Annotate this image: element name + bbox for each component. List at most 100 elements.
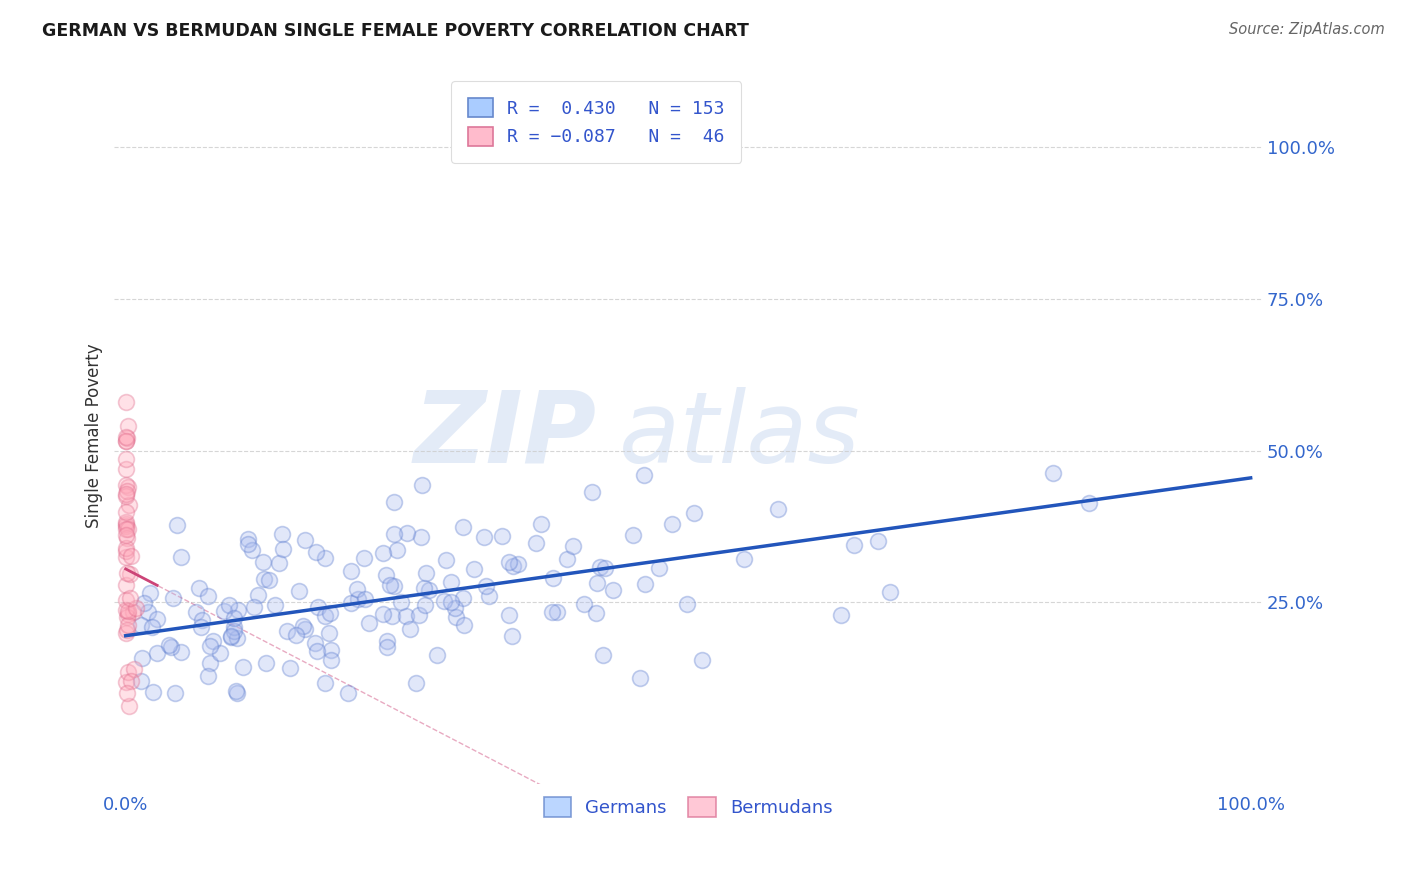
Point [115,505,138,519]
Point [267,556,290,570]
Point [418,583,440,598]
Point [114,675,136,690]
Point [114,544,136,558]
Point [222,620,245,634]
Point [304,636,326,650]
Point [115,593,138,607]
Point [120,674,142,689]
Point [391,595,413,609]
Point [120,567,142,582]
Point [139,585,162,599]
Point [115,528,138,542]
Point [232,660,254,674]
Point [115,516,138,531]
Point [380,577,402,591]
Point [690,653,713,667]
Text: Source: ZipAtlas.com: Source: ZipAtlas.com [1229,22,1385,37]
Point [197,669,219,683]
Point [305,545,328,559]
Point [115,487,138,501]
Point [375,640,398,654]
Point [844,538,866,552]
Point [440,575,463,590]
Point [346,582,368,596]
Point [592,648,614,663]
Text: ZIP: ZIP [413,387,596,483]
Point [218,598,240,612]
Point [114,541,136,555]
Point [443,601,465,615]
Point [453,617,475,632]
Point [453,591,475,605]
Point [498,555,520,569]
Point [219,629,242,643]
Point [463,562,485,576]
Point [546,605,568,619]
Point [491,529,513,543]
Point [117,418,139,433]
Point [633,467,655,482]
Point [114,516,136,530]
Point [197,590,219,604]
Point [425,648,447,662]
Point [413,582,436,596]
Point [117,618,139,632]
Point [498,607,520,622]
Point [291,619,314,633]
Point [319,606,342,620]
Point [434,553,457,567]
Point [114,519,136,533]
Point [160,640,183,654]
Point [115,531,138,545]
Point [162,591,184,606]
Point [134,596,156,610]
Point [408,607,430,622]
Point [415,566,437,581]
Point [184,605,207,619]
Point [115,484,138,499]
Point [340,596,363,610]
Point [347,592,370,607]
Point [357,616,380,631]
Point [294,622,316,636]
Point [252,555,274,569]
Point [475,579,498,593]
Point [589,559,612,574]
Text: GERMAN VS BERMUDAN SINGLE FEMALE POVERTY CORRELATION CHART: GERMAN VS BERMUDAN SINGLE FEMALE POVERTY… [42,22,749,40]
Point [115,686,138,700]
Point [321,653,343,667]
Point [115,550,138,565]
Point [170,549,193,564]
Point [676,597,699,611]
Point [830,607,852,622]
Point [157,639,180,653]
Point [117,604,139,618]
Point [278,660,301,674]
Point [634,576,657,591]
Point [114,478,136,492]
Point [524,536,547,550]
Point [385,542,408,557]
Point [319,642,342,657]
Point [506,557,529,571]
Point [240,543,263,558]
Point [284,628,307,642]
Point [117,480,139,494]
Point [602,583,624,598]
Point [190,619,212,633]
Point [411,478,433,492]
Point [472,530,495,544]
Point [382,494,405,508]
Point [118,498,141,512]
Point [264,598,287,612]
Point [136,605,159,619]
Point [117,607,139,621]
Point [114,430,136,444]
Point [766,502,789,516]
Point [120,591,142,606]
Point [122,662,145,676]
Point [117,523,139,537]
Point [395,608,418,623]
Point [621,528,644,542]
Point [340,564,363,578]
